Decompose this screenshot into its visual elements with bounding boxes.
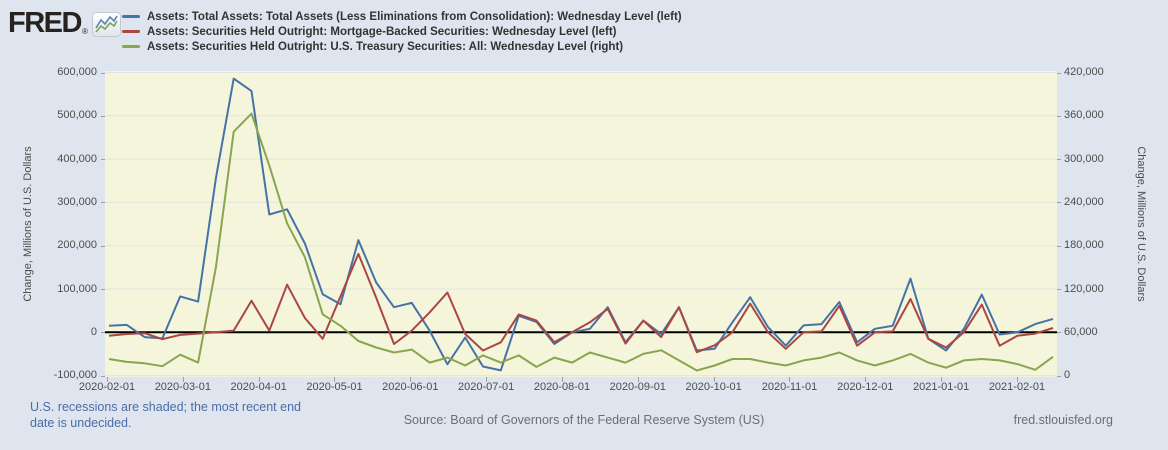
- fred-logo-chart-icon: [91, 12, 121, 37]
- axis-tick-mark: [101, 115, 105, 117]
- x-axis-tick-mark: [713, 377, 715, 382]
- x-axis-tick-label: 2021-01-01: [912, 381, 970, 393]
- legend-dash-icon: [122, 45, 140, 48]
- x-axis-tick-mark: [865, 377, 867, 382]
- x-axis-tick-label: 2020-10-01: [685, 381, 742, 393]
- right-axis-tick-label: 180,000: [1064, 239, 1104, 252]
- x-axis-tick-mark: [182, 377, 184, 382]
- axis-tick-mark: [101, 332, 105, 334]
- legend-item-mbs: Assets: Securities Held Outright: Mortga…: [122, 24, 682, 39]
- x-axis-tick-mark: [410, 377, 412, 382]
- left-axis-tick-label: 600,000: [57, 66, 97, 78]
- x-axis-tick-label: 2020-09-01: [609, 381, 666, 393]
- x-axis-tick-mark: [637, 377, 639, 382]
- x-axis-tick-mark: [486, 377, 488, 382]
- legend: Assets: Total Assets: Total Assets (Less…: [122, 9, 682, 54]
- axis-tick-mark: [1057, 332, 1061, 334]
- left-axis-tick-label: 300,000: [57, 195, 97, 208]
- x-axis-tick-mark: [941, 377, 943, 382]
- x-axis-tick-mark: [107, 377, 108, 382]
- axis-tick-mark: [101, 72, 105, 74]
- left-axis-tick-label: 200,000: [57, 239, 97, 252]
- x-axis-tick-mark: [1016, 377, 1018, 382]
- left-axis-tick-labels: 600,000 500,000 400,000 300,000 200,000 100,0…: [0, 66, 100, 381]
- x-axis-tick-mark: [561, 377, 563, 382]
- axis-tick-mark: [1057, 115, 1061, 117]
- axis-tick-mark: [101, 159, 105, 161]
- x-axis-tick-label: 2020-06-01: [382, 381, 439, 393]
- legend-label: Assets: Securities Held Outright: U.S. T…: [147, 40, 624, 53]
- fred-logo-text: FRED: [8, 7, 82, 39]
- legend-item-total-assets: Assets: Total Assets: Total Assets (Less…: [122, 9, 682, 24]
- chart-canvas[interactable]: [105, 71, 1057, 377]
- right-axis-tick-label: 420,000: [1064, 66, 1104, 78]
- right-axis-tick-label: 60,000: [1064, 325, 1098, 338]
- x-axis-tick-mark: [789, 377, 791, 382]
- right-axis-tick-label: 0: [1064, 369, 1071, 382]
- source-attribution: Source: Board of Governors of the Federa…: [403, 413, 765, 427]
- legend-dash-icon: [122, 30, 140, 33]
- left-axis-tick-label: 0: [90, 325, 97, 338]
- axis-tick-mark: [1057, 202, 1061, 204]
- axis-tick-mark: [101, 375, 105, 377]
- x-axis-tick-mark: [334, 377, 336, 382]
- axis-tick-mark: [1057, 245, 1061, 247]
- x-axis-tick-label: 2020-11-01: [761, 381, 818, 393]
- axis-tick-mark: [1057, 289, 1061, 290]
- x-axis-ticks: [105, 377, 1057, 383]
- left-axis-tick-label: -100,000: [53, 369, 97, 382]
- legend-label: Assets: Total Assets: Total Assets (Less…: [147, 10, 682, 23]
- right-axis-tick-label: 360,000: [1064, 109, 1104, 122]
- left-axis-tick-label: 100,000: [57, 282, 97, 295]
- series-line-total-assets[interactable]: [108, 77, 1054, 372]
- x-axis-tick-label: 2020-04-01: [230, 381, 287, 393]
- x-axis-tick-mark: [258, 377, 260, 382]
- right-axis-ticks: [1057, 71, 1061, 377]
- legend-item-treasuries: Assets: Securities Held Outright: U.S. T…: [122, 39, 682, 54]
- right-axis-tick-label: 240,000: [1064, 195, 1104, 208]
- x-axis-tick-label: 2020-08-01: [533, 381, 591, 393]
- right-axis-tick-labels: 420,000 360,000 300,000 240,000 180,000 120,0…: [1061, 66, 1141, 381]
- right-axis-tick-label: 120,000: [1064, 282, 1104, 295]
- series-line-treasuries[interactable]: [108, 112, 1054, 372]
- right-axis-tick-label: 300,000: [1064, 152, 1104, 165]
- axis-tick-mark: [1057, 159, 1061, 161]
- axis-tick-mark: [101, 202, 105, 204]
- x-axis-tick-label: 2020-07-01: [458, 381, 515, 393]
- legend-dash-icon: [122, 15, 140, 18]
- registered-trademark: ®: [81, 27, 88, 36]
- x-axis-tick-labels: 2020-02-01 2020-03-01 2020-04-01 2020-05-01…: [79, 381, 1057, 395]
- axis-tick-mark: [101, 245, 105, 247]
- axis-tick-mark: [1057, 375, 1061, 377]
- x-axis-tick-label: 2020-02-01: [78, 381, 136, 393]
- axis-tick-mark: [1057, 72, 1061, 74]
- left-axis-tick-label: 500,000: [57, 109, 97, 122]
- left-axis-tick-label: 400,000: [57, 152, 97, 165]
- fred-logo[interactable]: FRED ®: [8, 7, 121, 39]
- left-axis-ticks: [101, 71, 105, 377]
- x-axis-tick-label: 2021-02-01: [988, 381, 1046, 393]
- fred-site-url[interactable]: fred.stlouisfed.org: [1013, 413, 1113, 427]
- legend-label: Assets: Securities Held Outright: Mortga…: [147, 25, 617, 38]
- chart-plot-area[interactable]: [105, 71, 1057, 377]
- axis-tick-mark: [101, 289, 105, 290]
- recession-note: U.S. recessions are shaded; the most rec…: [30, 400, 301, 430]
- series-line-mbs[interactable]: [108, 252, 1054, 354]
- x-axis-tick-label: 2020-05-01: [306, 381, 363, 393]
- x-axis-tick-label: 2020-03-01: [154, 381, 211, 393]
- x-axis-tick-label: 2020-12-01: [837, 381, 894, 393]
